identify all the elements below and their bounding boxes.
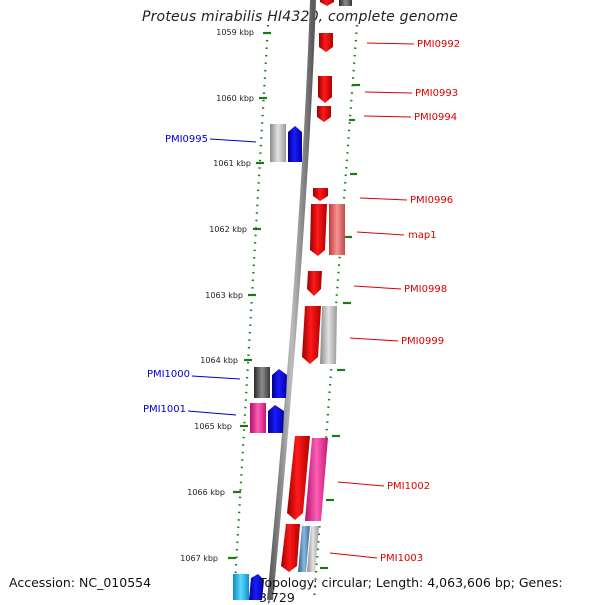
leader-line (366, 42, 415, 45)
tick-label: 1064 kbp (200, 356, 238, 365)
gene-label-PMI0993[interactable]: PMI0993 (415, 88, 458, 99)
gene-PMI0999[interactable] (302, 306, 337, 364)
gene-label-map1[interactable]: map1 (408, 230, 437, 241)
gene-partial-top[interactable] (320, 0, 352, 6)
genome-title: Proteus mirabilis HI4320, complete genom… (141, 9, 459, 25)
gene-PMI0994[interactable] (317, 106, 331, 122)
gene-label-PMI1000[interactable]: PMI1000 (147, 369, 190, 380)
leader-line (363, 115, 412, 118)
tick-label: 1065 kbp (194, 422, 232, 431)
gene-label-PMI1001[interactable]: PMI1001 (143, 404, 186, 415)
gene-label-PMI0998[interactable]: PMI0998 (404, 284, 447, 295)
tick-label: 1060 kbp (216, 94, 254, 103)
left-dotted-track (232, 24, 270, 600)
gene-PMI1001[interactable] (250, 403, 284, 433)
gene-label-PMI0995[interactable]: PMI0995 (165, 134, 208, 145)
gene-PMI0996[interactable] (313, 188, 328, 201)
gene-label-PMI1002[interactable]: PMI1002 (387, 481, 430, 492)
genome-backbone (267, 0, 316, 600)
accession-text: Accession: NC_010554 (9, 575, 152, 590)
scale-ticks (228, 31, 360, 570)
tick-label: 1062 kbp (209, 225, 247, 234)
leader-line (337, 481, 385, 487)
leader-line (191, 375, 241, 380)
leader-line (329, 552, 378, 559)
tick-label: 1067 kbp (180, 554, 218, 563)
gene-PMI1002[interactable] (287, 436, 328, 521)
gene-PMI1000[interactable] (254, 367, 287, 398)
gene-partial-bottom[interactable] (233, 574, 264, 600)
gene-label-PMI0999[interactable]: PMI0999 (401, 336, 444, 347)
leader-line (356, 231, 405, 236)
leader-line (364, 91, 413, 94)
leader-line (353, 285, 402, 290)
tick-label: 1063 kbp (205, 291, 243, 300)
leader-line (359, 197, 408, 201)
gene-PMI0998[interactable] (307, 271, 322, 296)
tick-label: 1066 kbp (187, 488, 225, 497)
tick-label: 1059 kbp (216, 28, 254, 37)
gene-map1[interactable] (310, 204, 345, 256)
leader-line (187, 410, 237, 416)
gene-PMI0995[interactable] (270, 124, 302, 162)
leader-line (349, 337, 399, 342)
gene-label-PMI0992[interactable]: PMI0992 (417, 39, 460, 50)
leader-line (209, 138, 257, 143)
tick-label: 1061 kbp (213, 159, 251, 168)
gene-PMI1003[interactable] (281, 524, 319, 572)
gene-label-PMI0996[interactable]: PMI0996 (410, 195, 453, 206)
gene-PMI0992[interactable] (319, 33, 333, 52)
topology-summary: Topology: circular; Length: 4,063,606 bp… (259, 575, 563, 605)
gene-label-PMI0994[interactable]: PMI0994 (414, 112, 457, 123)
gene-label-PMI1003[interactable]: PMI1003 (380, 553, 423, 564)
gene-PMI0993[interactable] (318, 76, 332, 103)
